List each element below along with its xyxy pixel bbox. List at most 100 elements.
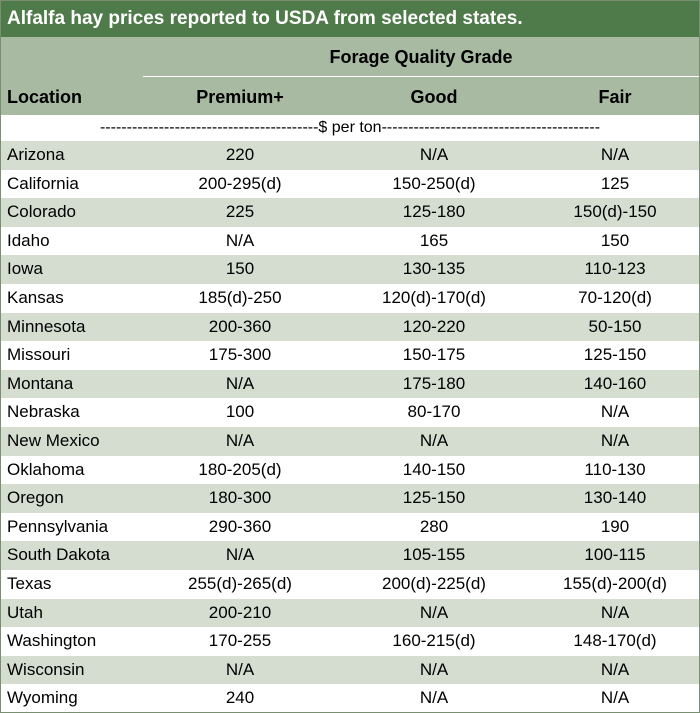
cell-location: Wisconsin (7, 659, 85, 679)
cell-premium: 255(d)-265(d) (188, 573, 292, 593)
cell-location: Texas (7, 573, 52, 593)
table-row: Wisconsin N/A N/A N/A (1, 655, 699, 685)
table-row: Montana N/A 175-180 140-160 (1, 369, 699, 399)
cell-fair: 100-115 (584, 545, 646, 565)
table-row: Nebraska 100 80-170 N/A (1, 398, 699, 427)
cell-location: Pennsylvania (7, 516, 109, 536)
cell-premium: 220 (225, 145, 255, 164)
cell-good: 80-170 (407, 402, 461, 422)
cell-fair: 50-150 (588, 316, 642, 336)
cell-location: Colorado (7, 202, 76, 222)
group-header-divider (143, 76, 699, 77)
cell-good: N/A (419, 145, 449, 164)
table-row: Colorado 225 125-180 150(d)-150 (1, 198, 699, 227)
cell-good: 175-180 (402, 373, 466, 393)
table-row: Washington 170-255 160-215(d) 148-170(d) (1, 627, 699, 656)
cell-fair: 125 (600, 173, 630, 193)
cell-premium: 150 (225, 259, 255, 279)
cell-premium: 290-360 (208, 516, 272, 536)
cell-location: Oregon (7, 488, 64, 508)
cell-premium: 175-300 (208, 345, 272, 365)
cell-fair: 110-130 (584, 459, 646, 479)
table-row: Kansas 185(d)-250 120(d)-170(d) 70-120(d) (1, 284, 699, 313)
table-row: Texas 255(d)-265(d) 200(d)-225(d) 155(d)-20… (1, 570, 699, 599)
table-title: Alfalfa hay prices reported to USDA from… (1, 1, 699, 37)
table-row: Utah 200-210 N/A N/A (1, 598, 699, 628)
cell-premium: 200-360 (208, 316, 272, 336)
cell-location: Oklahoma (7, 459, 85, 479)
cell-fair: 150 (600, 230, 630, 250)
cell-premium: 185(d)-250 (198, 287, 282, 307)
cell-location: Washington (7, 631, 97, 651)
cell-location: Wyoming (7, 688, 78, 708)
table-row: Oklahoma 180-205(d) 140-150 110-130 (1, 456, 699, 485)
table-row: California 200-295(d) 150-250(d) 125 (1, 170, 699, 199)
table-row: Missouri 175-300 150-175 125-150 (1, 341, 699, 370)
cell-good: 120-220 (402, 316, 466, 336)
cell-location: Arizona (7, 145, 65, 164)
cell-fair: 125-150 (583, 345, 647, 365)
cell-location: Minnesota (7, 316, 86, 336)
cell-premium: N/A (225, 659, 255, 679)
cell-location: New Mexico (7, 430, 100, 450)
cell-fair: N/A (600, 688, 630, 708)
cell-fair: 148-170(d) (573, 631, 657, 651)
cell-fair: N/A (600, 430, 630, 450)
units-row: ----------------------------------------… (1, 115, 699, 142)
cell-location: Idaho (7, 230, 50, 250)
cell-good: 165 (419, 230, 449, 250)
cell-fair: N/A (600, 602, 630, 622)
column-header-good: Good (410, 87, 458, 107)
table-row: Idaho N/A 165 150 (1, 227, 699, 256)
cell-fair: 155(d)-200(d) (563, 573, 667, 593)
cell-fair: 70-120(d) (578, 287, 652, 307)
table-row: South Dakota N/A 105-155 100-115 (1, 541, 699, 570)
cell-premium: 170-255 (208, 631, 272, 651)
cell-premium: N/A (225, 545, 255, 565)
cell-location: South Dakota (7, 545, 111, 565)
table-row: Wyoming 240 N/A N/A (1, 684, 699, 713)
cell-premium: 240 (225, 688, 255, 708)
cell-good: N/A (419, 430, 449, 450)
cell-fair: 150(d)-150 (573, 202, 657, 222)
cell-good: 150-175 (402, 345, 466, 365)
cell-good: N/A (419, 602, 449, 622)
cell-premium: 100 (225, 402, 255, 422)
cell-fair: N/A (600, 145, 630, 164)
table-row: New Mexico N/A N/A N/A (1, 426, 699, 456)
cell-good: 150-250(d) (392, 173, 476, 193)
cell-location: Missouri (7, 345, 71, 365)
cell-premium: 200-210 (208, 602, 272, 622)
column-header-fair: Fair (598, 87, 632, 107)
cell-premium: 225 (225, 202, 255, 222)
table-row: Minnesota 200-360 120-220 50-150 (1, 312, 699, 342)
cell-good: 200(d)-225(d) (382, 573, 486, 593)
table-row: Arizona 220 N/A N/A (1, 141, 699, 170)
cell-good: 125-180 (402, 202, 466, 222)
forage-quality-grade-header: Forage Quality Grade (329, 47, 513, 67)
cell-good: 140-150 (402, 459, 466, 479)
cell-good: 125-150 (402, 488, 466, 508)
cell-good: 105-155 (402, 545, 466, 565)
cell-fair: 140-160 (583, 373, 647, 393)
cell-location: Montana (7, 373, 74, 393)
cell-good: 280 (419, 516, 449, 536)
table-row: Oregon 180-300 125-150 130-140 (1, 484, 699, 513)
cell-location: Nebraska (7, 402, 80, 422)
cell-premium: N/A (225, 230, 255, 250)
cell-fair: 110-123 (584, 259, 646, 279)
cell-location: Kansas (7, 287, 64, 307)
cell-fair: N/A (600, 402, 630, 422)
cell-good: 160-215(d) (392, 631, 476, 651)
table-row: Iowa 150 130-135 110-123 (1, 255, 699, 284)
cell-good: 130-135 (402, 259, 466, 279)
column-header-premium: Premium+ (196, 87, 284, 107)
table-row: Pennsylvania 290-360 280 190 (1, 513, 699, 542)
cell-location: Iowa (7, 259, 43, 279)
cell-good: N/A (419, 688, 449, 708)
table-body: Arizona 220 N/A N/A California 200-295(d) 150-… (1, 141, 699, 713)
cell-good: N/A (419, 659, 449, 679)
cell-location: California (7, 173, 79, 193)
cell-premium: 200-295(d) (198, 173, 282, 193)
